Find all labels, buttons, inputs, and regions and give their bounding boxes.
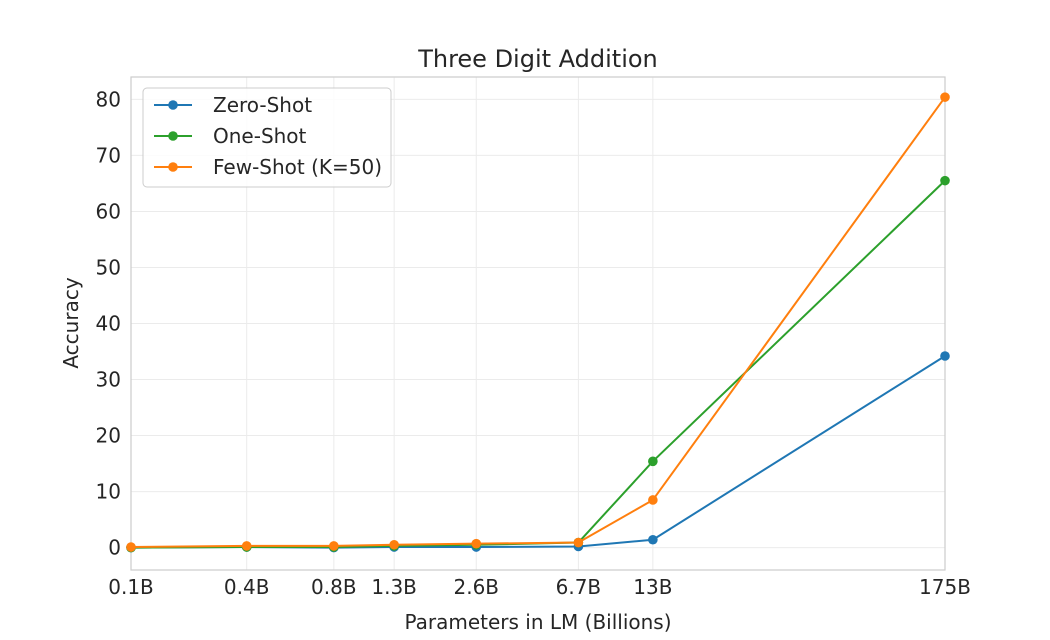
y-tick-label: 80 — [96, 87, 121, 111]
data-point — [471, 538, 482, 549]
y-tick-label: 40 — [96, 312, 121, 336]
series-zero-shot — [126, 351, 950, 553]
data-point — [648, 495, 658, 505]
y-tick-label: 30 — [96, 368, 121, 392]
x-tick-label: 0.1B — [108, 575, 154, 599]
x-tick-label: 175B — [919, 575, 971, 599]
y-tick-label: 10 — [96, 480, 121, 504]
data-point — [648, 456, 658, 467]
chart-title: Three Digit Addition — [417, 45, 658, 73]
tick-labels: 0.1B 0.4B 0.8B 1.3B 2.6B 6.7B 13B 175B 0 10 20 30 40… — [96, 87, 971, 599]
legend-label: Zero-Shot — [213, 93, 312, 117]
data-point — [940, 175, 950, 186]
data-point — [241, 541, 252, 551]
series-line — [130, 179, 946, 549]
legend-marker — [168, 100, 178, 110]
data-point — [573, 537, 584, 548]
x-tick-label: 0.4B — [224, 575, 270, 599]
legend-label: One-Shot — [213, 124, 307, 148]
data-point — [940, 92, 950, 102]
x-tick-label: 6.7B — [556, 575, 602, 599]
data-point — [329, 541, 339, 551]
data-point — [389, 539, 399, 550]
series-line — [130, 96, 946, 549]
x-tick-label: 13B — [633, 575, 672, 599]
plot-frame — [130, 76, 946, 571]
y-tick-label: 50 — [96, 255, 121, 279]
x-tick-label: 2.6B — [453, 575, 499, 599]
data-point — [940, 351, 950, 361]
legend-marker — [168, 162, 178, 172]
x-axis-label: Parameters in LM (Billions) — [404, 610, 671, 634]
legend-box — [142, 87, 392, 188]
x-tick-label: 0.8B — [311, 575, 357, 599]
data-point — [648, 534, 658, 545]
y-tick-label: 60 — [96, 199, 121, 223]
y-tick-label: 70 — [96, 143, 121, 167]
series-few-shot-k-50 — [126, 92, 950, 552]
series-line — [130, 355, 946, 549]
legend-label: Few-Shot (K=50) — [213, 155, 382, 179]
series-one-shot — [126, 175, 950, 553]
data-point — [126, 542, 136, 552]
legend: Zero-Shot One-Shot Few-Shot (K=50) — [142, 87, 392, 188]
series-layer — [126, 92, 950, 553]
y-tick-label: 0 — [108, 536, 121, 560]
y-tick-label: 20 — [96, 424, 121, 448]
grid — [130, 77, 946, 570]
legend-items: Zero-Shot One-Shot Few-Shot (K=50) — [154, 93, 382, 179]
legend-marker — [168, 131, 178, 141]
y-axis-label: Accuracy — [59, 277, 83, 368]
x-tick-label: 1.3B — [371, 575, 417, 599]
